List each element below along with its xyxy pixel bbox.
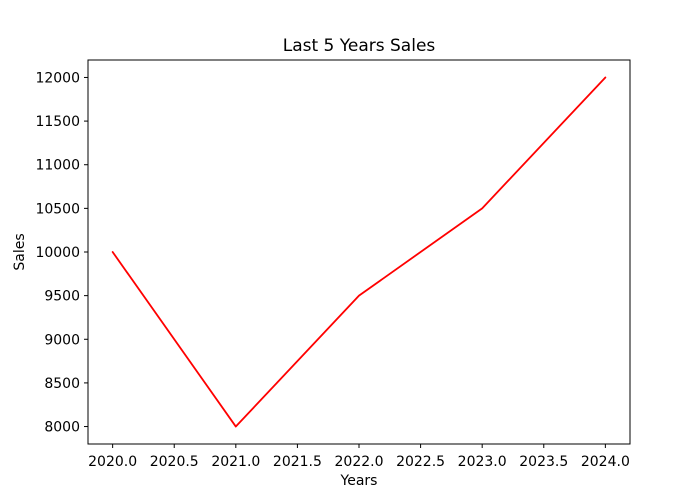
y-tick-label: 12000 xyxy=(35,70,80,86)
x-tick-label: 2020.0 xyxy=(88,454,137,470)
x-tick-label: 2021.0 xyxy=(211,454,260,470)
x-tick-label: 2023.0 xyxy=(458,454,507,470)
y-tick-label: 8000 xyxy=(44,420,80,436)
x-tick-label: 2020.5 xyxy=(150,454,199,470)
x-tick-label: 2022.5 xyxy=(396,454,445,470)
x-tick-label: 2021.5 xyxy=(273,454,322,470)
chart-title: Last 5 Years Sales xyxy=(283,36,436,56)
y-tick-label: 8500 xyxy=(44,376,80,392)
y-tick-label: 9500 xyxy=(44,289,80,305)
x-axis-ticks: 2020.0 2020.5 2021.0 2021.5 2022.0 2022.5 2023… xyxy=(88,444,630,470)
y-tick-label: 10000 xyxy=(35,245,80,261)
y-tick-label: 11000 xyxy=(35,158,80,174)
x-tick-label: 2022.0 xyxy=(335,454,384,470)
sales-line xyxy=(111,76,607,428)
plot-frame xyxy=(87,59,631,445)
x-tick-label: 2024.0 xyxy=(581,454,630,470)
y-tick-label: 11500 xyxy=(35,114,80,130)
y-axis-label: Sales xyxy=(12,233,28,270)
x-tick-label: 2023.5 xyxy=(519,454,568,470)
y-tick-label: 10500 xyxy=(35,201,80,217)
y-axis-ticks: 8000 8500 9000 9500 10000 10500 11000 11500 1200… xyxy=(35,70,88,436)
y-tick-label: 9000 xyxy=(44,332,80,348)
x-axis-label: Years xyxy=(340,473,378,489)
